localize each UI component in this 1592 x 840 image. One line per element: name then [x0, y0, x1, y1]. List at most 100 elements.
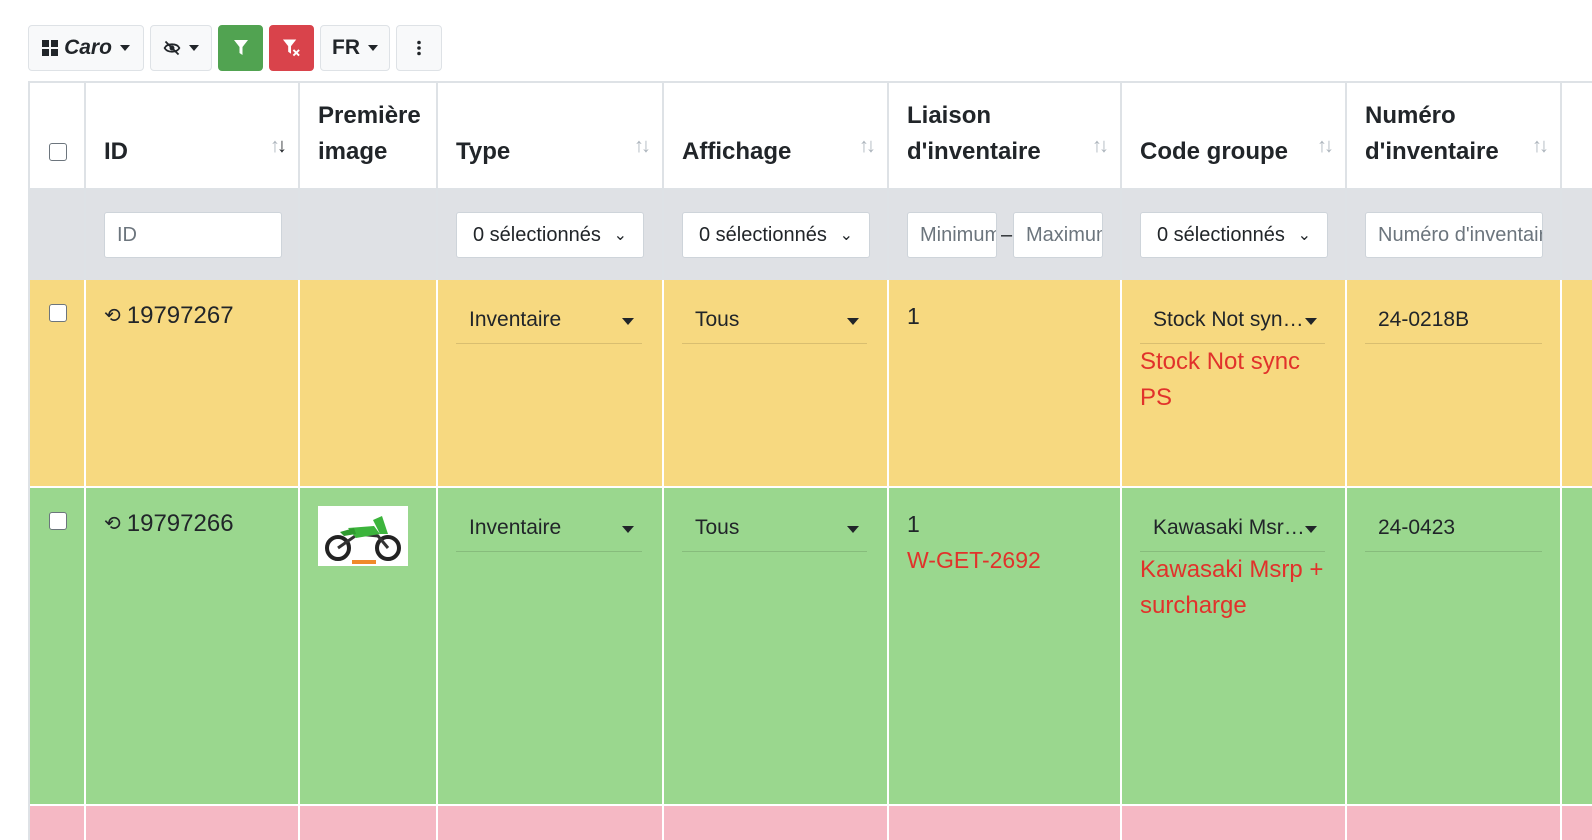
filter-group-cell: 0 sélectionnés ⌄ — [1122, 190, 1347, 280]
sort-desc-icon[interactable]: ↑↓ — [270, 135, 287, 157]
filter-link-cell: Minimum – Maximum — [889, 190, 1122, 280]
row-id-value: 19797266 — [126, 510, 234, 537]
inventory-table: ID ↑↓ Première image Type ↑↓ Affichage ↑… — [28, 81, 1592, 840]
inv-number-field[interactable]: 24-0218B — [1365, 302, 1542, 344]
language-label: FR — [332, 36, 360, 59]
type-filter-value: 0 sélectionnés — [473, 223, 601, 246]
type-select[interactable]: Inventaire — [456, 302, 642, 344]
caret-down-icon — [622, 318, 634, 325]
display-select[interactable]: Tous — [682, 302, 867, 344]
header-type[interactable]: Type ↑↓ — [438, 83, 664, 188]
link-value: 1 — [907, 303, 920, 329]
type-value: Inventaire — [469, 308, 562, 331]
display-cell: Tous — [664, 280, 889, 486]
group-select-value: Stock Not sync PS — [1153, 308, 1311, 331]
caret-down-icon — [1305, 526, 1317, 533]
inv-number-value: 24-0218B — [1378, 308, 1470, 331]
header-id[interactable]: ID ↑↓ — [86, 83, 300, 188]
filter-inv-cell: Numéro d'inventaire — [1347, 190, 1562, 280]
table-row: ⟲ 19797267 Inventaire Tous 1 Stock Not sy… — [30, 280, 1592, 488]
display-cell — [664, 806, 889, 840]
row-select-cell — [30, 280, 86, 486]
link-cell: 1 — [889, 280, 1122, 486]
display-filter-value: 0 sélectionnés — [699, 223, 827, 246]
row-id-value: 19797267 — [126, 302, 234, 329]
group-select-value: Kawasaki Msrp + surcharge — [1153, 516, 1311, 539]
inv-number-field[interactable]: 24-0423 — [1365, 510, 1542, 552]
eye-slash-icon — [163, 40, 181, 56]
caret-down-icon — [119, 45, 130, 51]
row-select-cell — [30, 488, 86, 804]
apply-filter-button[interactable] — [218, 25, 263, 71]
row-id[interactable]: ⟲ 19797267 — [104, 302, 234, 330]
filter-row: ID 0 sélectionnés ⌄ 0 sélectionnés ⌄ Min… — [30, 190, 1592, 280]
sort-icon[interactable]: ↑↓ — [859, 135, 876, 157]
filter-select-cell — [30, 190, 86, 280]
row-checkbox[interactable] — [49, 512, 67, 530]
row-select-cell — [30, 806, 86, 840]
header-link[interactable]: Liaison d'inventaire ↑↓ — [889, 83, 1122, 188]
id-cell: ⟲ 19797267 — [86, 280, 300, 486]
row-id[interactable]: ⟲ 19797266 — [104, 510, 234, 538]
display-filter-select[interactable]: 0 sélectionnés ⌄ — [682, 212, 870, 258]
header-group[interactable]: Code groupe ↑↓ — [1122, 83, 1347, 188]
chevron-down-icon: ⌄ — [613, 227, 627, 244]
row-checkbox[interactable] — [49, 304, 67, 322]
display-value: Tous — [695, 308, 740, 331]
type-value: Inventaire — [469, 516, 562, 539]
header-select-cell — [30, 83, 86, 188]
filter-id-cell: ID — [86, 190, 300, 280]
id-filter-input[interactable]: ID — [104, 212, 282, 258]
column-visibility-button[interactable] — [150, 25, 212, 71]
header-display[interactable]: Affichage ↑↓ — [664, 83, 889, 188]
header-inv-number-label: Numéro d'inventaire — [1365, 102, 1499, 165]
header-display-label: Affichage — [682, 138, 792, 165]
header-inv-number[interactable]: Numéro d'inventaire ↑↓ — [1347, 83, 1562, 188]
inv-number-filter-input[interactable]: Numéro d'inventaire — [1365, 212, 1543, 258]
group-select[interactable]: Stock Not sync PS — [1140, 302, 1325, 344]
image-cell — [300, 806, 438, 840]
header-image: Première image — [300, 83, 438, 188]
group-select[interactable]: Kawasaki Msrp + surcharge — [1140, 510, 1325, 552]
history-icon[interactable]: ⟲ — [104, 305, 121, 327]
display-value: Tous — [695, 516, 740, 539]
funnel-icon — [233, 40, 248, 55]
layout-dropdown-button[interactable]: Caro — [28, 25, 144, 71]
group-cell — [1122, 806, 1347, 840]
type-filter-select[interactable]: 0 sélectionnés ⌄ — [456, 212, 644, 258]
range-dash: – — [1001, 224, 1013, 246]
sort-icon[interactable]: ↑↓ — [1092, 135, 1109, 157]
group-filter-value: 0 sélectionnés — [1157, 223, 1285, 246]
group-note: Kawasaki Msrp + surcharge — [1140, 556, 1324, 619]
filter-image-cell — [300, 190, 438, 280]
header-id-label: ID — [104, 138, 128, 165]
sort-icon[interactable]: ↑↓ — [634, 135, 651, 157]
header-type-label: Type — [456, 138, 511, 165]
select-all-checkbox[interactable] — [49, 143, 67, 161]
group-filter-select[interactable]: 0 sélectionnés ⌄ — [1140, 212, 1328, 258]
display-select[interactable]: Tous — [682, 510, 867, 552]
link-min-input[interactable]: Minimum — [907, 212, 997, 258]
link-max-input[interactable]: Maximum — [1013, 212, 1103, 258]
motorcycle-thumbnail[interactable] — [318, 506, 408, 566]
funnel-x-icon — [282, 39, 300, 57]
table-row — [30, 806, 1592, 840]
sort-icon[interactable]: ↑↓ — [1532, 135, 1549, 157]
table-row: ⟲ 19797266 Inventaire — [30, 488, 1592, 806]
inv-number-cell: 24-0218B — [1347, 280, 1562, 486]
type-select[interactable]: Inventaire — [456, 510, 642, 552]
inv-number-value: 24-0423 — [1378, 516, 1456, 539]
history-icon[interactable]: ⟲ — [104, 513, 121, 535]
table-toolbar: Caro FR — [28, 25, 442, 71]
more-options-button[interactable] — [396, 25, 442, 71]
group-note: Stock Not sync PS — [1140, 348, 1301, 411]
caret-down-icon — [847, 526, 859, 533]
header-link-label: Liaison d'inventaire — [907, 102, 1041, 165]
caret-down-icon — [622, 526, 634, 533]
link-reference: W-GET-2692 — [907, 547, 1041, 573]
id-cell — [86, 806, 300, 840]
clear-filter-button[interactable] — [269, 25, 314, 71]
link-cell: 1 W-GET-2692 — [889, 488, 1122, 804]
language-dropdown-button[interactable]: FR — [320, 25, 390, 71]
sort-icon[interactable]: ↑↓ — [1317, 135, 1334, 157]
